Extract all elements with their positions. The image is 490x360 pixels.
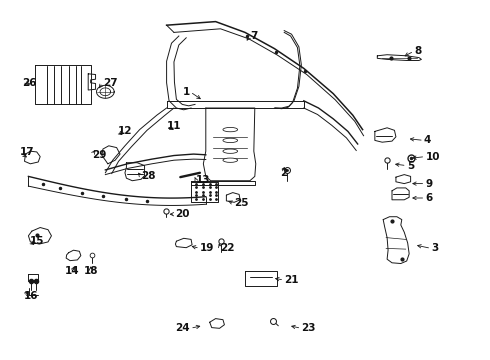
Polygon shape xyxy=(203,108,256,181)
Polygon shape xyxy=(105,154,206,175)
Text: 15: 15 xyxy=(29,236,44,246)
Text: 24: 24 xyxy=(175,323,190,333)
Ellipse shape xyxy=(223,149,238,153)
Polygon shape xyxy=(167,22,364,136)
Text: 10: 10 xyxy=(425,152,440,162)
Polygon shape xyxy=(396,175,411,184)
Polygon shape xyxy=(383,217,409,264)
Text: 9: 9 xyxy=(425,179,433,189)
Polygon shape xyxy=(191,182,218,202)
Polygon shape xyxy=(210,319,224,328)
Text: 4: 4 xyxy=(424,135,431,145)
Text: 16: 16 xyxy=(24,291,38,301)
Polygon shape xyxy=(175,238,192,248)
Text: 14: 14 xyxy=(65,266,80,276)
Text: 29: 29 xyxy=(92,150,106,160)
Polygon shape xyxy=(66,250,81,261)
Polygon shape xyxy=(304,101,358,150)
Polygon shape xyxy=(105,108,174,174)
Ellipse shape xyxy=(223,158,238,162)
Text: 1: 1 xyxy=(183,87,190,97)
Text: 11: 11 xyxy=(167,121,181,131)
Text: 12: 12 xyxy=(118,126,132,136)
Text: 18: 18 xyxy=(83,266,98,276)
Text: 6: 6 xyxy=(425,193,433,203)
Ellipse shape xyxy=(223,127,238,132)
Polygon shape xyxy=(28,228,51,244)
Polygon shape xyxy=(191,181,255,185)
Polygon shape xyxy=(125,163,145,181)
Text: 7: 7 xyxy=(250,31,257,41)
Text: 27: 27 xyxy=(103,78,118,88)
Text: 28: 28 xyxy=(141,171,156,181)
Text: 8: 8 xyxy=(414,46,421,56)
Text: 25: 25 xyxy=(234,198,249,208)
Text: 26: 26 xyxy=(22,78,37,88)
Polygon shape xyxy=(274,31,301,109)
Polygon shape xyxy=(28,274,38,281)
Ellipse shape xyxy=(223,138,238,143)
Polygon shape xyxy=(377,55,421,60)
Polygon shape xyxy=(245,271,277,286)
Text: 22: 22 xyxy=(220,243,235,253)
Polygon shape xyxy=(28,176,206,206)
Text: 13: 13 xyxy=(196,175,211,185)
Text: 19: 19 xyxy=(200,243,214,253)
Text: 5: 5 xyxy=(407,161,414,171)
Text: 2: 2 xyxy=(281,168,288,178)
Text: 23: 23 xyxy=(301,323,316,333)
Text: 17: 17 xyxy=(20,147,34,157)
Polygon shape xyxy=(226,193,240,202)
Text: 21: 21 xyxy=(284,275,299,285)
Polygon shape xyxy=(392,188,409,200)
Polygon shape xyxy=(375,128,396,142)
Polygon shape xyxy=(35,65,91,104)
Polygon shape xyxy=(88,74,96,90)
Text: 3: 3 xyxy=(431,243,439,253)
Polygon shape xyxy=(24,151,40,164)
Polygon shape xyxy=(102,146,120,164)
Polygon shape xyxy=(167,101,304,108)
Polygon shape xyxy=(167,36,195,110)
Text: 20: 20 xyxy=(175,209,190,219)
